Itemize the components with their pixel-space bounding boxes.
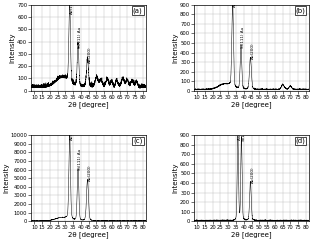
Y-axis label: Intensity: Intensity: [10, 33, 16, 63]
Text: Au(200): Au(200): [251, 166, 255, 183]
Text: Au(111): Au(111): [70, 0, 74, 14]
Text: Au(111): Au(111): [70, 123, 74, 139]
X-axis label: 2θ [degree]: 2θ [degree]: [231, 231, 272, 238]
X-axis label: 2θ [degree]: 2θ [degree]: [68, 231, 109, 238]
X-axis label: 2θ [degree]: 2θ [degree]: [68, 101, 109, 108]
Text: Si(111) Au: Si(111) Au: [241, 27, 245, 48]
Text: Au(200): Au(200): [251, 43, 255, 59]
Text: Au(111): Au(111): [233, 0, 237, 7]
Text: (b): (b): [295, 8, 305, 14]
X-axis label: 2θ [degree]: 2θ [degree]: [231, 101, 272, 108]
Y-axis label: Intensity: Intensity: [3, 163, 9, 193]
Text: Au(200): Au(200): [88, 164, 92, 181]
Text: Au(200): Au(200): [88, 46, 92, 63]
Text: Si(111) Au: Si(111) Au: [78, 27, 82, 48]
Y-axis label: Intensity: Intensity: [173, 33, 179, 63]
Text: Si(111): Si(111): [242, 127, 246, 141]
Text: (a): (a): [133, 8, 143, 14]
Text: Si(111) Au: Si(111) Au: [78, 149, 82, 171]
Text: (c): (c): [133, 138, 143, 144]
Text: Au(111) Si: Au(111) Si: [238, 119, 242, 140]
Text: (d): (d): [295, 138, 305, 144]
Y-axis label: Intensity: Intensity: [173, 163, 179, 193]
